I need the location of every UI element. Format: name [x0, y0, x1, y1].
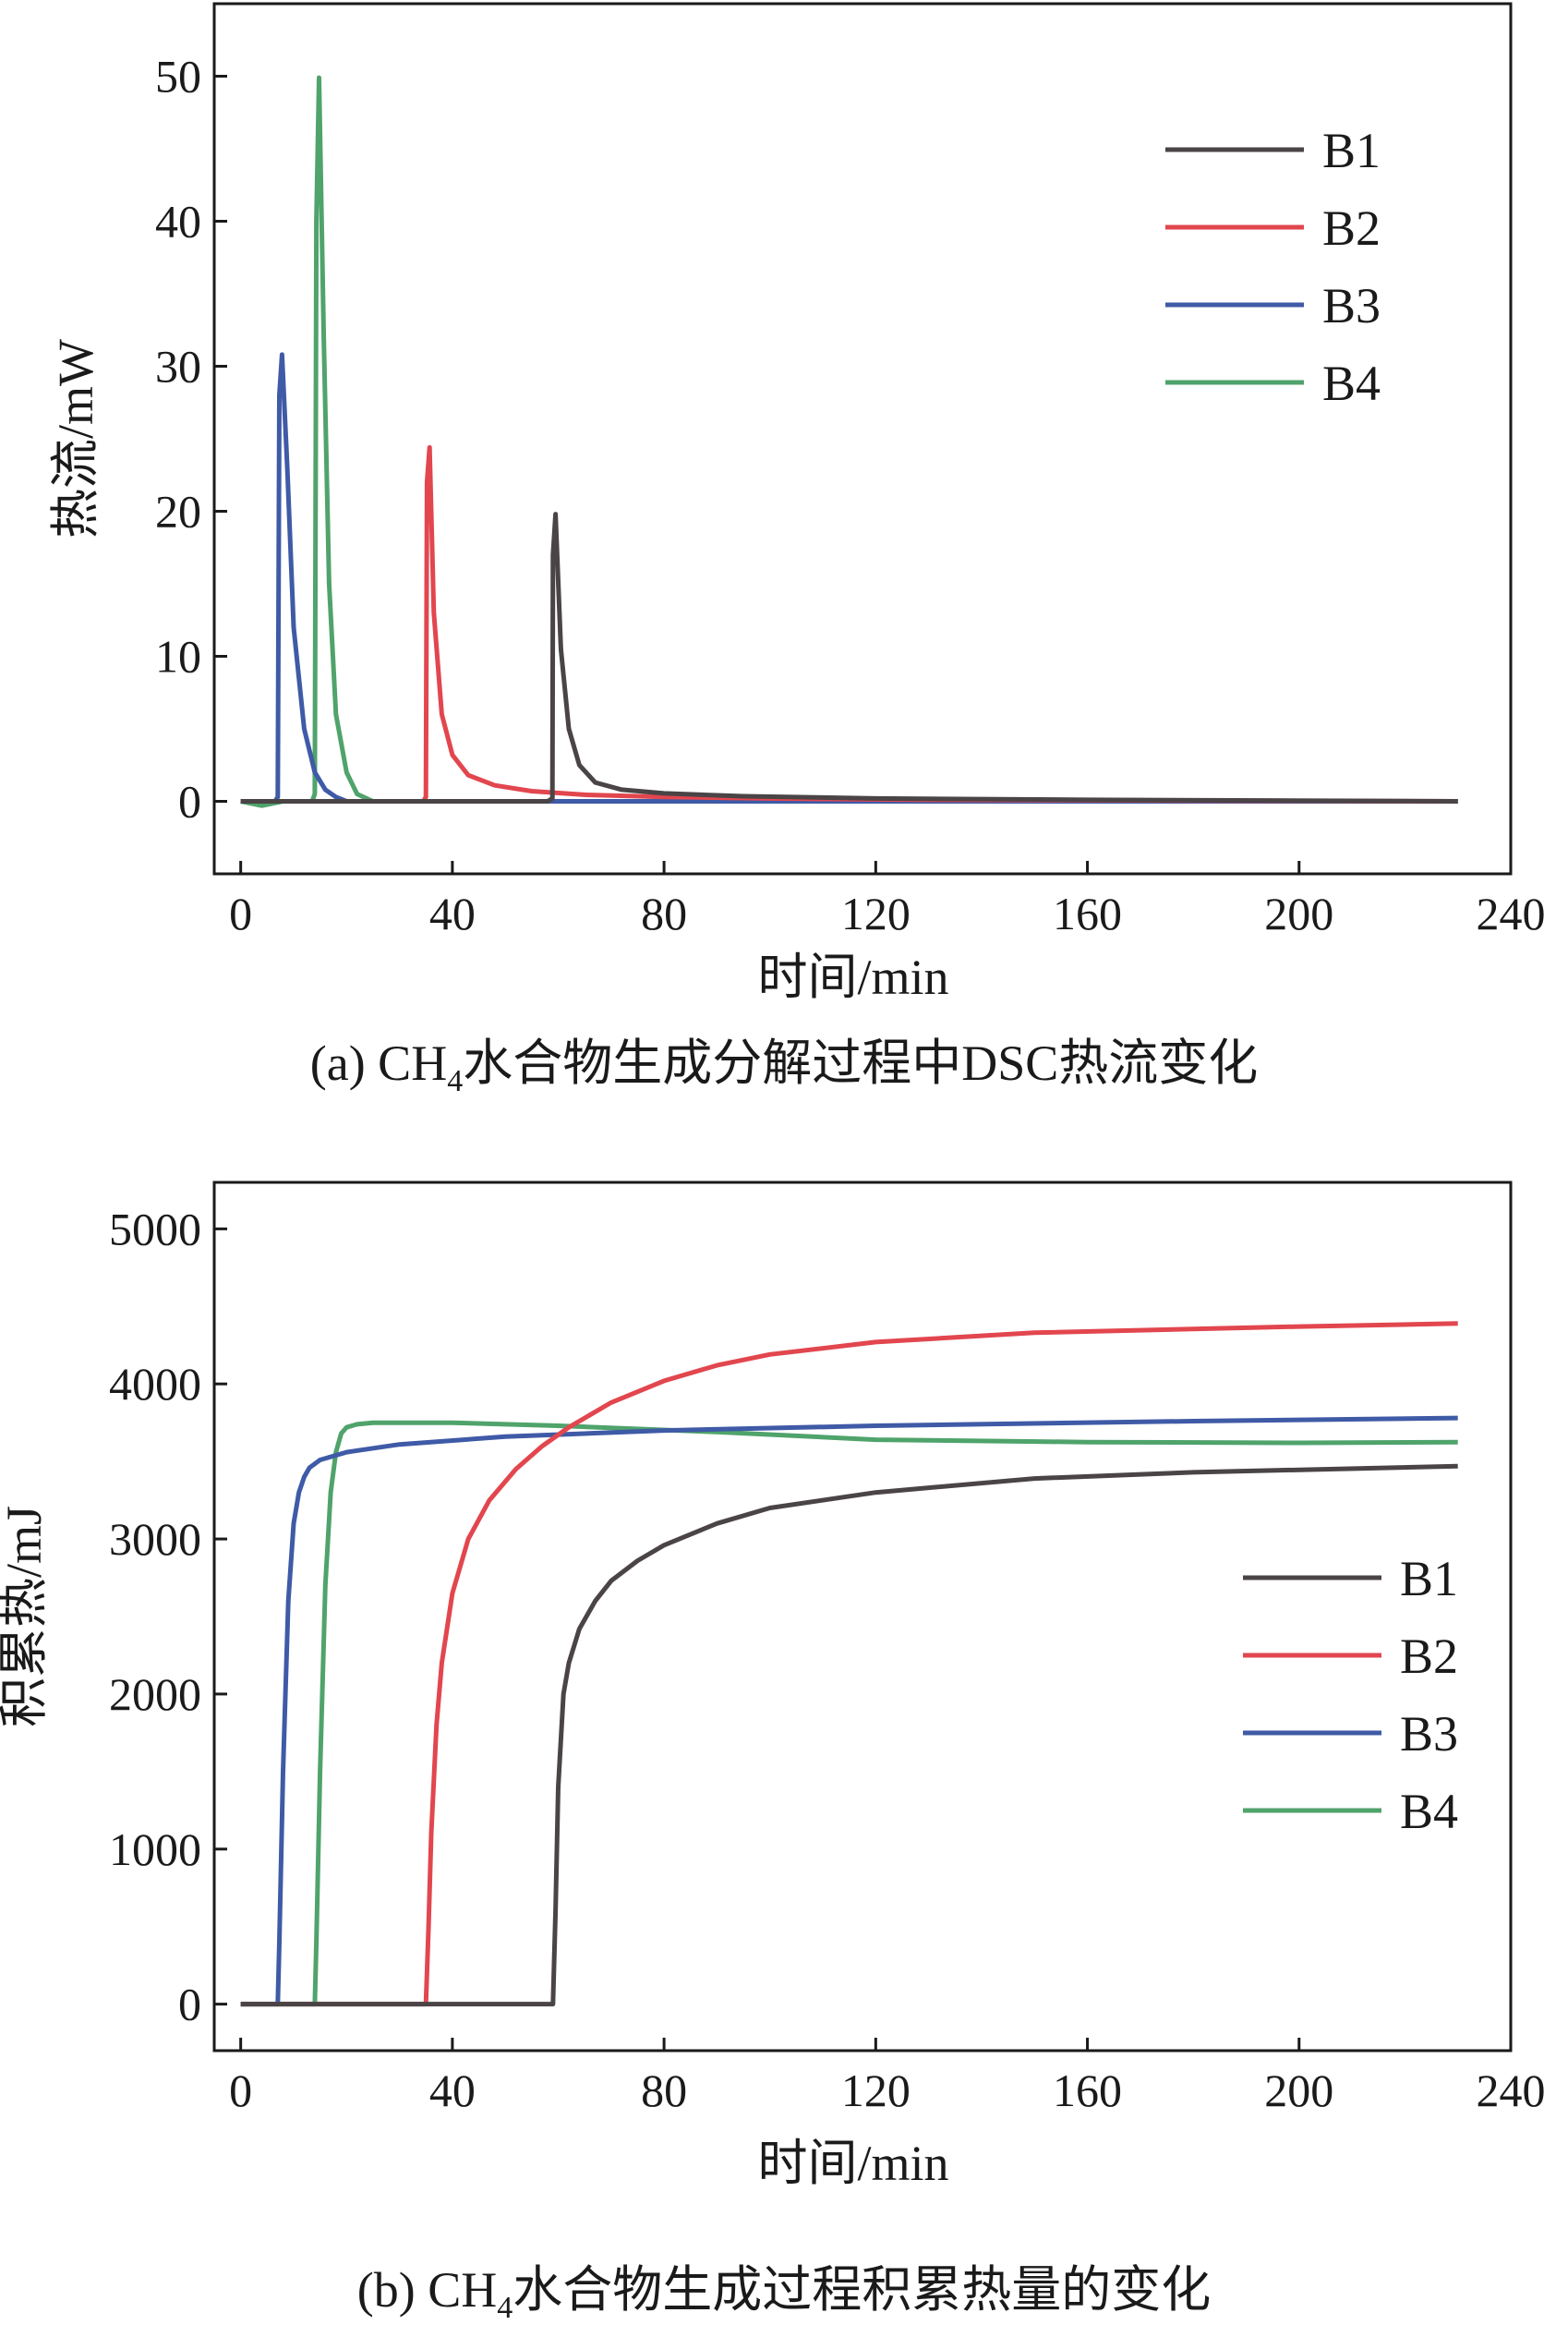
x-tick-label: 120: [841, 888, 911, 939]
plot-frame: [212, 2, 1513, 876]
caption-b: (b) CH4水合物生成过程积累热量的变化: [356, 2262, 1212, 2325]
legend-label-b2: B2: [1322, 200, 1381, 256]
figure-b: 0 40 80 120 160 200 240 0 1000 2000 3000 4000 5000 时间…: [0, 1145, 1568, 2337]
plot-frame: [212, 1181, 1513, 2052]
y-tick-label: 3000: [109, 1513, 201, 1565]
y-tick-label: 1000: [109, 1823, 201, 1875]
series-line-b3: [240, 352, 1458, 804]
y-tick-label: 40: [155, 196, 201, 248]
x-tick-label: 80: [641, 888, 687, 939]
y-tick-label: 0: [178, 1979, 201, 2030]
y-tick-label: 20: [155, 486, 201, 538]
y-tick-label: 2000: [109, 1668, 201, 1720]
x-tick-label: 80: [641, 2065, 687, 2116]
x-axis-label: 时间/min: [757, 2136, 948, 2191]
series-line-b4: [240, 75, 1458, 808]
x-tick-label: 160: [1053, 888, 1122, 939]
legend-label-b3: B3: [1322, 278, 1381, 333]
x-tick-label: 40: [429, 2065, 476, 2116]
y-tick-label: 30: [155, 341, 201, 393]
series-line-b2: [240, 1321, 1458, 2007]
y-tick-label: 50: [155, 51, 201, 103]
series-line-b3: [240, 1415, 1458, 2007]
x-tick-label: 0: [229, 888, 252, 939]
cumulative-heat-chart: 0 40 80 120 160 200 240 0 1000 2000 3000 4000 5000 时间…: [0, 1181, 1546, 2191]
x-tick-label: 240: [1477, 888, 1546, 939]
series-line-b1: [240, 1463, 1458, 2007]
y-tick-label: 4000: [109, 1358, 201, 1410]
x-tick-label: 160: [1053, 2065, 1122, 2116]
y-axis-label: 积累热/mJ: [0, 1506, 52, 1727]
caption-a: (a) CH4水合物生成分解过程中DSC热流变化: [309, 1035, 1259, 1098]
x-tick-label: 240: [1477, 2065, 1546, 2116]
heat-flow-chart: 0 40 80 120 160 200 240 0 10 20 30 40 50 时间/min 热流/mW B…: [48, 2, 1546, 1005]
legend-label-b4: B4: [1400, 1784, 1458, 1839]
x-tick-label: 200: [1264, 2065, 1333, 2116]
y-tick-label: 10: [155, 631, 201, 683]
x-tick-label: 40: [429, 888, 476, 939]
x-axis-label: 时间/min: [757, 950, 948, 1005]
x-tick-label: 120: [841, 2065, 911, 2116]
series-line-b1: [240, 512, 1458, 804]
legend-label-b3: B3: [1400, 1706, 1458, 1762]
x-tick-label: 0: [229, 2065, 252, 2116]
series-line-b2: [240, 444, 1458, 804]
y-axis-label: 热流/mW: [48, 339, 103, 539]
legend-label-b4: B4: [1322, 356, 1381, 411]
legend-label-b1: B1: [1322, 123, 1381, 178]
figure-a: 0 40 80 120 160 200 240 0 10 20 30 40 50 时间/min 热流/mW B…: [0, 0, 1568, 1145]
y-tick-label: 0: [178, 776, 201, 828]
x-tick-label: 200: [1264, 888, 1333, 939]
series-line-b4: [240, 1420, 1458, 2007]
legend-label-b2: B2: [1400, 1629, 1458, 1684]
y-tick-label: 5000: [109, 1203, 201, 1254]
legend-label-b1: B1: [1400, 1551, 1458, 1606]
